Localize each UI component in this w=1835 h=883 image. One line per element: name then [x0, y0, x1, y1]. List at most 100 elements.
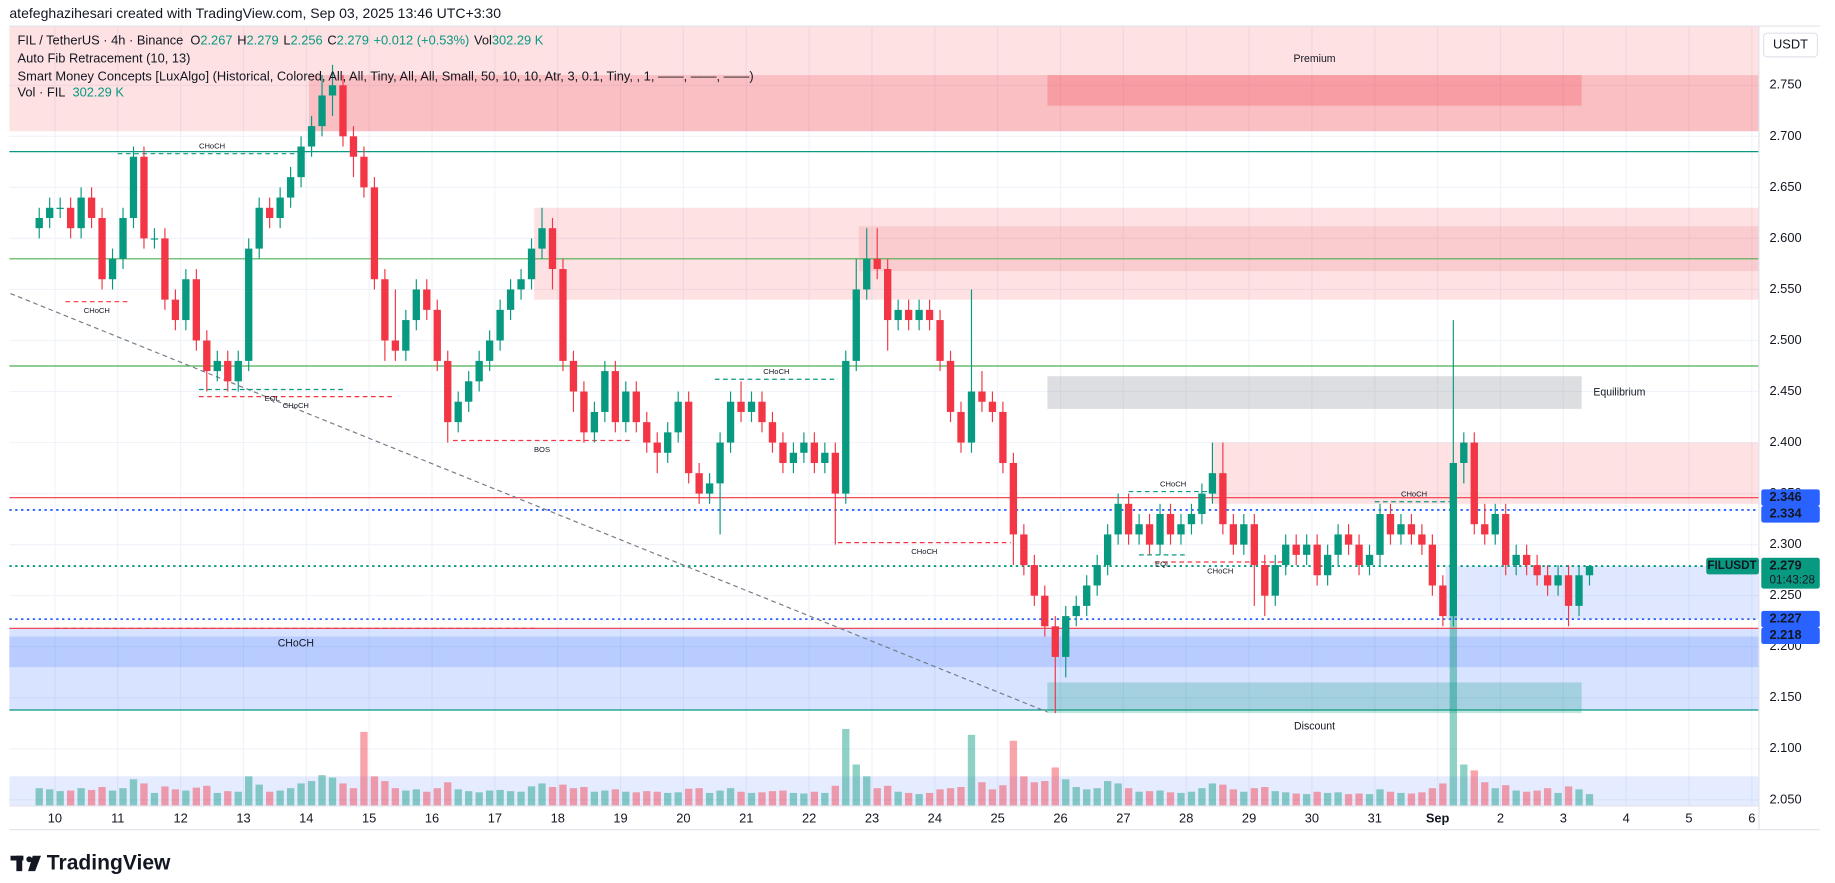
x-tick-label: 27 — [1116, 810, 1130, 825]
candle-body — [789, 452, 798, 463]
y-tick-label: 2.750 — [1769, 77, 1801, 92]
candle-body — [255, 207, 263, 249]
candle-body — [150, 238, 159, 240]
candle-body — [77, 197, 85, 229]
candle-body — [1177, 524, 1185, 535]
candle-body — [245, 248, 253, 361]
volume-bar — [517, 791, 525, 806]
volume-bar — [171, 789, 180, 806]
candle-body — [1585, 566, 1594, 576]
currency-button[interactable] — [1763, 32, 1819, 58]
structure-label: CHoCH — [84, 306, 110, 315]
volume-bar — [863, 776, 871, 806]
y-tick-label: 2.450 — [1769, 383, 1801, 398]
volume-bar — [182, 790, 190, 806]
volume-bar — [1365, 794, 1374, 806]
volume-bar — [87, 789, 96, 806]
candle-body — [328, 85, 337, 96]
zones — [9, 26, 1759, 714]
levels — [9, 151, 1759, 713]
candle-body — [1250, 524, 1258, 566]
candle-body — [119, 217, 127, 259]
zone-label: Premium — [1293, 53, 1335, 65]
volume-bar — [307, 781, 316, 806]
volume-bar — [1533, 790, 1541, 806]
x-tick-label: 13 — [236, 810, 250, 825]
change: +0.012 (+0.53%) — [374, 33, 470, 48]
structure-label: CHoCH — [1401, 490, 1427, 499]
x-tick-label: 22 — [802, 810, 816, 825]
candle-body — [1051, 626, 1059, 657]
candle-body — [884, 269, 892, 321]
volume-bar — [297, 783, 305, 806]
volume-bar — [265, 791, 274, 806]
x-tick-label: 24 — [928, 810, 942, 825]
candle-body — [1030, 565, 1038, 596]
volume-bar — [884, 785, 892, 806]
candle-body — [831, 452, 839, 494]
indicator-legend: Auto Fib Retracement (10, 13) — [18, 51, 191, 66]
volume-bar — [1103, 781, 1112, 806]
volume-bar — [1240, 791, 1248, 806]
x-tick-label: 26 — [1053, 810, 1067, 825]
volume-bar — [1093, 788, 1101, 806]
volume-legend-value: 302.29 K — [72, 85, 124, 100]
candles — [35, 64, 1594, 714]
volume-bar — [1303, 794, 1311, 806]
candle-body — [842, 360, 850, 494]
brand: TradingView — [47, 852, 171, 875]
volume-bar — [936, 789, 944, 806]
volume-bar — [705, 792, 714, 806]
candle-body — [381, 279, 389, 341]
candle-body — [423, 289, 431, 310]
volume-bar — [1376, 789, 1384, 806]
volume-bar — [192, 787, 201, 806]
candle-body — [1449, 462, 1457, 617]
volume-bar — [978, 782, 986, 806]
x-tick-label: 2 — [1497, 810, 1504, 825]
candle-body — [1072, 605, 1080, 617]
ohlc-value: 2.279 — [337, 33, 369, 48]
candle-body — [1261, 565, 1269, 596]
candle-body — [1323, 554, 1332, 576]
currency[interactable]: USDT — [1773, 36, 1808, 51]
volume-bar — [527, 786, 536, 806]
symbol-tag — [1706, 557, 1759, 575]
volume-bar — [726, 788, 735, 806]
candle-body — [171, 299, 180, 321]
volume-bar — [894, 791, 902, 806]
candle-body — [506, 289, 515, 310]
volume-bar — [1313, 791, 1321, 806]
volume-ma-band — [9, 776, 1759, 806]
zone — [534, 207, 1759, 300]
ohlc-key: O — [190, 33, 200, 48]
candle-body — [821, 452, 829, 463]
volume-bar — [1470, 770, 1478, 806]
x-tick-label: 20 — [676, 810, 690, 825]
volume-bar — [737, 791, 745, 806]
volume-bar — [1502, 785, 1510, 806]
candle-body — [318, 95, 326, 127]
volume-bar — [1397, 792, 1405, 806]
candle-body — [360, 156, 368, 188]
volume-bar — [684, 788, 693, 806]
volume-bar — [213, 792, 221, 806]
structure-label: CHoCH — [911, 547, 937, 556]
volume-bar — [35, 788, 43, 806]
volume-bar — [1585, 794, 1594, 806]
grid — [9, 26, 1759, 806]
volume-bar — [56, 791, 64, 806]
volume-bar — [559, 784, 567, 806]
volume-bar — [423, 791, 431, 806]
candle-body — [1303, 544, 1311, 555]
zone — [1445, 566, 1759, 620]
volume-bar — [339, 783, 347, 806]
candle-body — [339, 85, 347, 137]
volume-bar — [1145, 791, 1154, 806]
volume-bar — [1543, 788, 1552, 806]
candle-body — [349, 136, 358, 157]
x-tick-label: 5 — [1685, 810, 1692, 825]
candle-body — [485, 340, 494, 361]
volume-bar — [1177, 792, 1185, 806]
candle-body — [538, 228, 546, 249]
